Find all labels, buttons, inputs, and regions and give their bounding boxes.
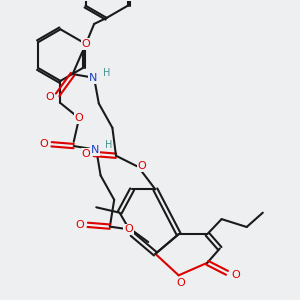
Text: O: O [176,278,185,288]
Text: O: O [75,220,84,230]
Text: O: O [82,149,90,159]
Text: O: O [39,139,48,149]
Text: N: N [89,73,98,83]
Text: O: O [45,92,54,102]
Text: N: N [91,145,99,154]
Text: O: O [124,224,133,235]
Text: O: O [232,270,240,280]
Text: O: O [75,113,83,123]
Text: O: O [138,161,146,172]
Text: H: H [105,140,112,150]
Text: O: O [82,39,90,49]
Text: H: H [103,68,111,78]
